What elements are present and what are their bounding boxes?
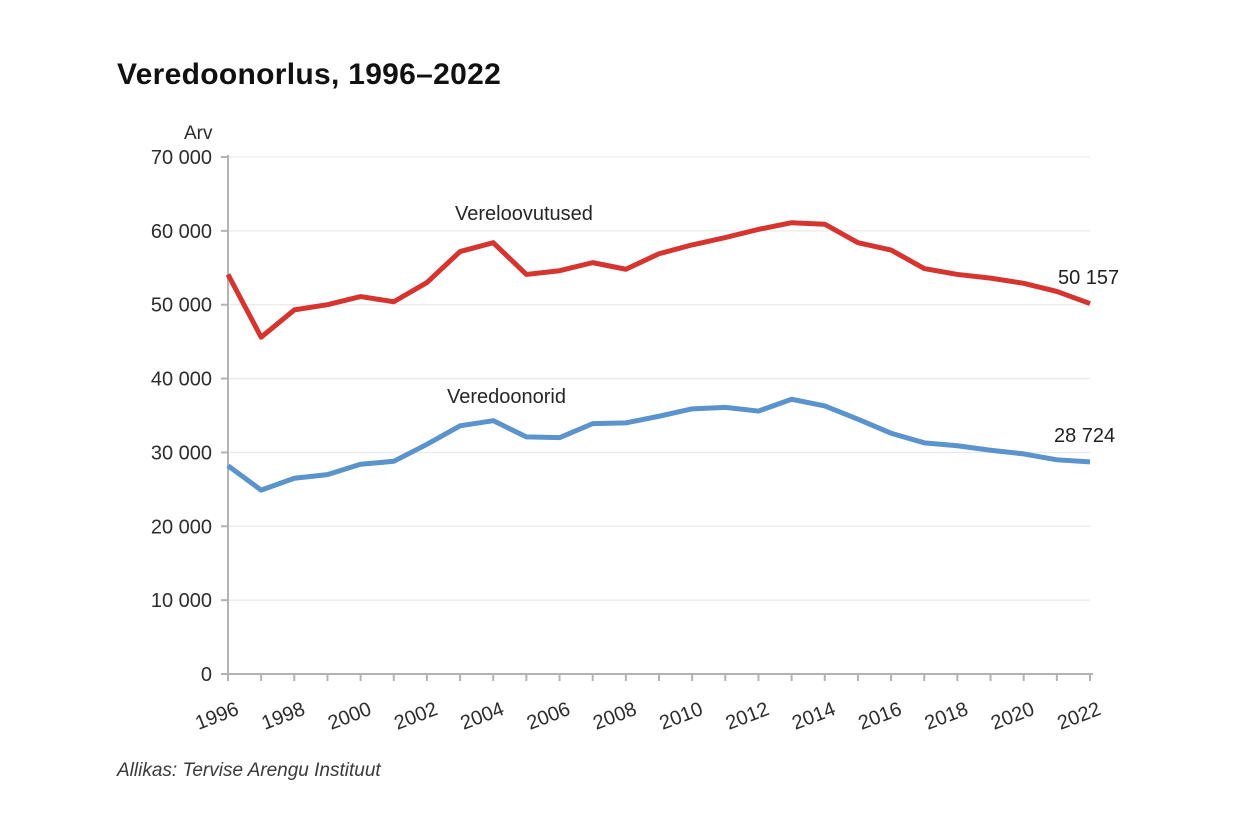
x-axis-tick-label: 2002 xyxy=(391,698,440,734)
x-axis-tick-label: 2014 xyxy=(789,698,838,734)
x-axis-tick-label: 2012 xyxy=(723,698,772,734)
y-axis-tick-label: 0 xyxy=(201,664,212,686)
y-axis-title: Arv xyxy=(184,123,213,144)
x-axis-tick-label: 2018 xyxy=(922,698,971,734)
x-axis-tick-label: 2020 xyxy=(988,698,1037,734)
x-axis-tick-label: 1998 xyxy=(259,698,308,734)
series-label-veredoonorid: Veredoonorid xyxy=(447,386,566,408)
x-axis-tick-label: 2008 xyxy=(590,698,639,734)
end-value-vereloovutused: 50 157 xyxy=(1058,267,1120,289)
series-line-vereloovutused xyxy=(225,220,1091,340)
x-axis-tick-label: 2006 xyxy=(524,698,573,734)
x-axis-tick-label: 1996 xyxy=(192,698,241,734)
series-line-veredoonorid xyxy=(226,396,1091,493)
series-label-vereloovutused: Vereloovutused xyxy=(455,203,593,225)
x-axis-tick-label: 2022 xyxy=(1054,698,1103,734)
x-axis-tick-label: 2000 xyxy=(325,698,374,734)
y-axis-tick-label: 10 000 xyxy=(151,590,212,612)
x-axis-tick-label: 2010 xyxy=(657,698,706,734)
y-axis-tick-label: 40 000 xyxy=(151,369,212,391)
y-axis-tick-label: 60 000 xyxy=(151,221,212,243)
x-axis-tick-label: 2016 xyxy=(855,698,904,734)
chart-title: Veredoonorlus, 1996–2022 xyxy=(117,58,502,91)
x-axis-tick-label: 2004 xyxy=(458,698,507,734)
y-axis-tick-label: 70 000 xyxy=(151,147,212,169)
y-axis-tick-label: 30 000 xyxy=(151,442,212,464)
y-axis-tick-label: 20 000 xyxy=(151,516,212,538)
source-note: Allikas: Tervise Arengu Instituut xyxy=(117,760,381,781)
end-value-veredoonorid: 28 724 xyxy=(1054,425,1116,447)
y-axis-tick-label: 50 000 xyxy=(151,295,212,317)
